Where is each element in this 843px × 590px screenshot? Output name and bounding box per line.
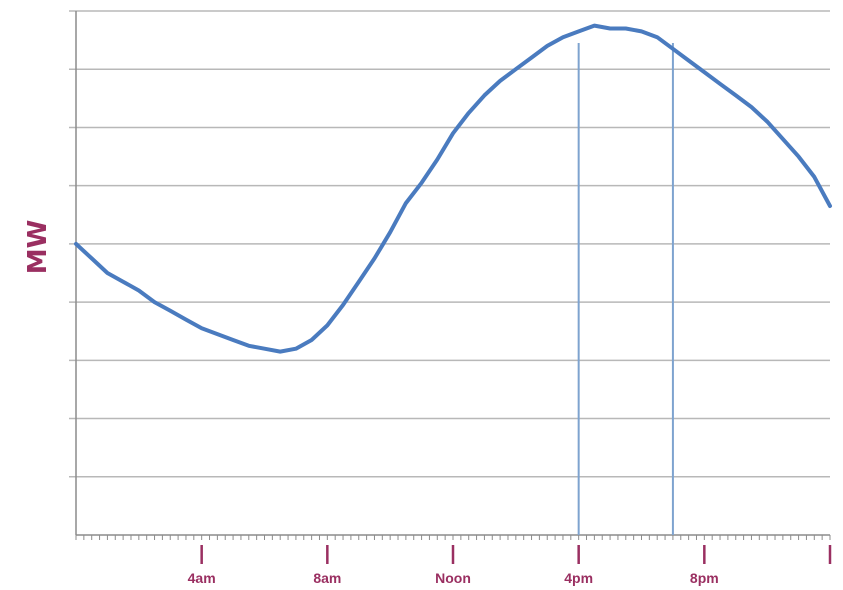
reference-lines — [577, 43, 674, 535]
gridlines — [69, 10, 830, 478]
x-tick-label: 4pm — [564, 570, 593, 586]
x-tick-label: 4am — [188, 570, 216, 586]
x-axis-ticks: 4am 8am Noon 4pm 8pm — [188, 545, 832, 586]
y-axis-label: MW — [23, 220, 53, 275]
mw-series-line — [74, 23, 832, 354]
axes — [75, 11, 831, 540]
x-tick-label: 8pm — [690, 570, 719, 586]
x-tick-label: Noon — [435, 570, 471, 586]
x-tick-label: 8am — [313, 570, 341, 586]
